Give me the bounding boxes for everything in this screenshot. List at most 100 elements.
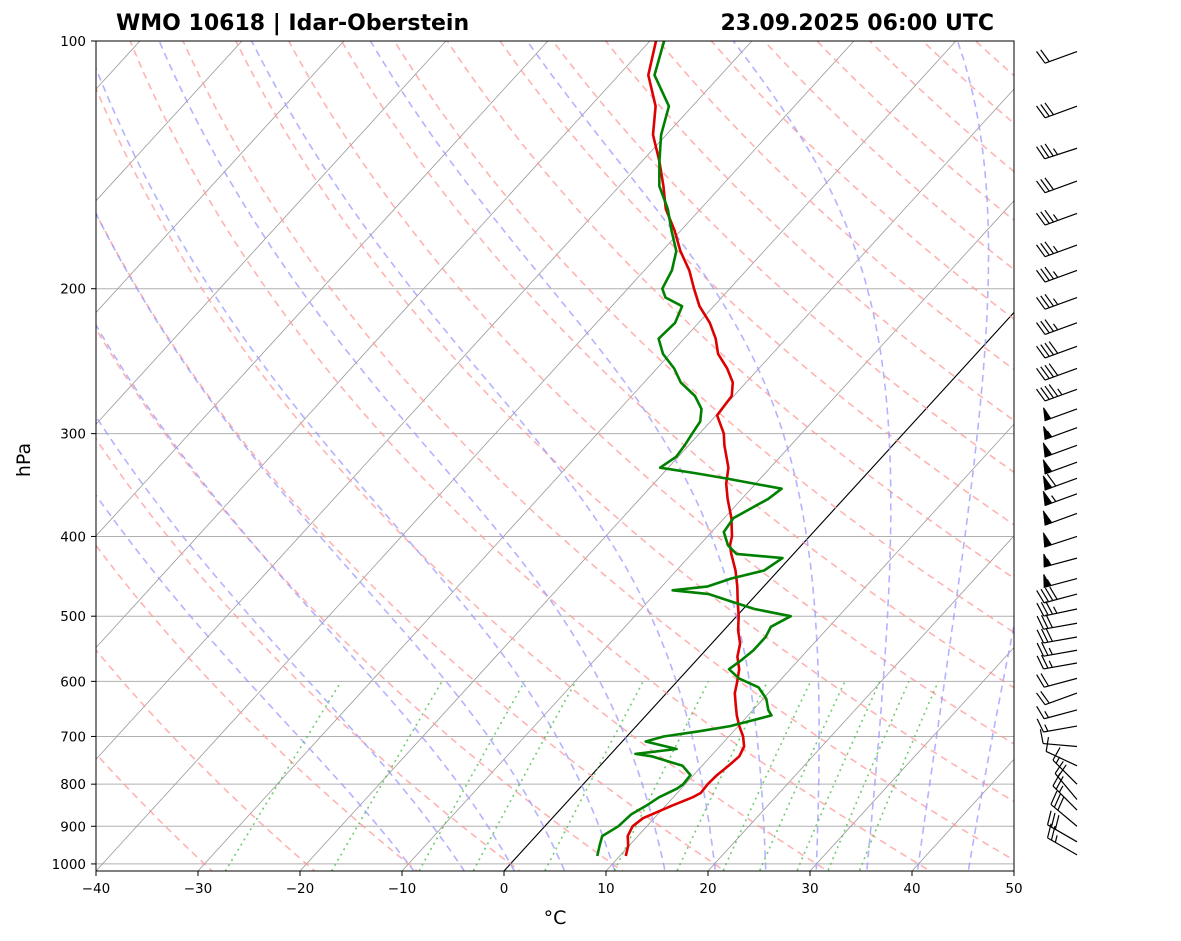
x-tick-label: −20	[286, 881, 315, 897]
isotherm-line	[96, 41, 753, 760]
wind-barb	[1036, 293, 1078, 310]
x-tick-label: 40	[903, 881, 920, 897]
wind-barbs	[1036, 49, 1078, 856]
moist-adiabat-line	[96, 323, 516, 871]
wind-barb	[1043, 553, 1078, 568]
moist-adiabat-line	[96, 66, 616, 871]
wind-barb	[1036, 341, 1078, 359]
wind-barb	[1036, 642, 1078, 657]
dry-adiabat-line	[96, 211, 727, 871]
dry-adiabat-line	[234, 41, 1014, 803]
moist-adiabat-line	[96, 211, 566, 871]
wind-barb	[1036, 614, 1078, 630]
wind-barb	[1036, 241, 1078, 258]
temperature-profile-line	[624, 41, 746, 857]
wind-barb	[1036, 673, 1078, 688]
wind-barb	[1046, 810, 1078, 843]
wind-barb	[1043, 407, 1078, 422]
moist-adiabat-line	[526, 41, 820, 871]
dry-adiabat-line	[96, 437, 522, 871]
dry-adiabat-line	[129, 41, 932, 871]
wind-barb	[1036, 601, 1078, 617]
moist-adiabat-line	[369, 41, 767, 871]
isotherm-line	[1013, 870, 1014, 871]
wind-barb	[1036, 586, 1078, 604]
y-tick-label: 600	[60, 674, 86, 690]
y-tick-label: 1000	[52, 857, 86, 873]
wind-barb	[1036, 654, 1078, 670]
mixing-ratio-line	[613, 681, 710, 871]
y-tick-label: 800	[60, 777, 86, 793]
x-tick-label: −10	[388, 881, 417, 897]
dry-adiabat-line	[499, 41, 1014, 526]
mixing-ratio-line	[330, 680, 443, 871]
x-tick-label: 50	[1005, 881, 1022, 897]
isotherm-line	[605, 423, 1014, 871]
isotherm-line	[96, 41, 549, 537]
wind-barb	[1039, 729, 1078, 748]
wind-barb	[1042, 490, 1078, 507]
dry-adiabat-line	[604, 41, 1014, 422]
isotherm-line	[96, 41, 345, 314]
x-tick-label: −30	[184, 881, 213, 897]
dry-adiabat-line	[182, 41, 1014, 862]
wind-barb	[1036, 49, 1078, 64]
wind-barb	[1042, 459, 1078, 475]
moist-adiabat-line	[250, 41, 717, 871]
wind-barb	[1036, 691, 1078, 706]
wind-barb	[1043, 574, 1078, 588]
mixing-ratio-line	[224, 680, 342, 871]
y-tick-label: 200	[60, 282, 86, 298]
wind-barb	[1050, 790, 1078, 827]
y-tick-label: 500	[60, 609, 86, 625]
mixing-ratio-line	[418, 681, 526, 871]
isotherm-line	[96, 41, 243, 202]
wind-barb	[1042, 532, 1078, 548]
mixing-ratio-line	[472, 681, 577, 871]
y-tick-label: 300	[60, 427, 86, 443]
moist-adiabat-line	[1017, 41, 1181, 881]
wind-barb	[1054, 761, 1078, 800]
wind-barb	[1045, 736, 1078, 767]
isotherm-line	[96, 41, 447, 425]
wind-barb	[1042, 442, 1078, 458]
isotherm-line	[96, 41, 855, 871]
mixing-ratio-line	[676, 681, 769, 871]
wind-barb	[1042, 510, 1078, 526]
isotherm-line	[809, 646, 1014, 871]
wind-barb	[1036, 143, 1078, 160]
moist-adiabat-line	[96, 493, 415, 871]
dry-adiabat-line	[340, 41, 1014, 689]
isotherm-line	[401, 200, 1014, 871]
dry-adiabat-line	[96, 752, 214, 871]
dry-adiabat-line	[96, 648, 316, 871]
wind-barb	[1036, 628, 1078, 644]
background-lines	[96, 41, 1181, 881]
moist-adiabat-line	[967, 621, 1014, 871]
wind-barb	[1036, 384, 1078, 402]
x-tick-label: 30	[801, 881, 818, 897]
x-axis-label: °C	[544, 907, 567, 929]
x-tick-label: 10	[597, 881, 614, 897]
pressure-grid	[96, 41, 1014, 865]
wind-barb	[1036, 363, 1078, 381]
wind-barb	[1042, 473, 1078, 491]
moist-adiabat-line	[916, 41, 990, 871]
isotherm-line	[707, 535, 1014, 871]
y-tick-label: 700	[60, 729, 86, 745]
wind-barb	[1036, 102, 1078, 119]
chart-title-station: WMO 10618 | Idar-Oberstein	[116, 11, 469, 36]
isotherm-line	[197, 41, 957, 871]
moist-adiabat-line	[158, 41, 666, 871]
moist-adiabat-line	[732, 41, 892, 871]
wind-barb	[1036, 266, 1078, 283]
wind-barb	[1043, 426, 1078, 440]
y-tick-label: 400	[60, 529, 86, 545]
wind-barb	[1036, 209, 1078, 226]
isotherm-line	[299, 88, 1014, 871]
dry-adiabat-line	[96, 327, 624, 871]
y-tick-label: 900	[60, 819, 86, 835]
plot-frame	[95, 40, 1015, 872]
x-tick-label: 20	[699, 881, 716, 897]
